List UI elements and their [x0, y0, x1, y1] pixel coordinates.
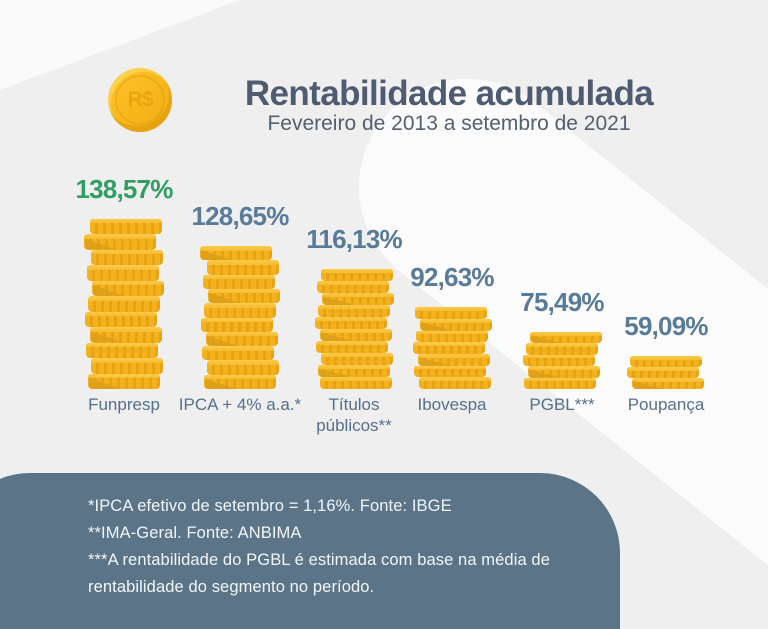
currency-coin-icon: R$	[108, 68, 172, 132]
coin	[85, 311, 157, 327]
coin	[321, 269, 393, 281]
footnote: **IMA-Geral. Fonte: ANBIMA	[88, 524, 302, 542]
page-title: Rentabilidade acumulada	[244, 74, 654, 113]
coin	[91, 249, 163, 265]
category-label: Títulos públicos**	[316, 395, 392, 435]
chart-column: 116,13%	[284, 224, 424, 389]
coin	[91, 358, 163, 374]
value-label: 59,09%	[624, 311, 708, 341]
coin	[86, 342, 158, 358]
coin	[320, 329, 392, 341]
coin	[316, 341, 388, 353]
chart-column: 92,63%	[382, 262, 522, 389]
coin	[84, 234, 156, 250]
category-label: PGBL***	[529, 395, 595, 414]
coin	[87, 265, 159, 281]
coin	[90, 327, 162, 343]
chart-column: 128,65%	[170, 201, 310, 389]
coin	[318, 305, 390, 317]
value-label: 138,57%	[75, 173, 173, 204]
coin	[317, 281, 389, 293]
coin	[418, 353, 490, 366]
coin-stack	[627, 356, 704, 389]
coin	[530, 332, 602, 344]
category-label: Funpresp	[88, 395, 160, 414]
coin	[420, 318, 492, 331]
chart-column: 138,57%	[54, 173, 194, 389]
coin	[632, 378, 704, 389]
coin	[526, 343, 598, 355]
coin	[528, 366, 600, 378]
coin-stack	[413, 307, 492, 389]
category-label: Poupança	[627, 395, 705, 414]
coin	[207, 260, 279, 275]
coin	[203, 274, 275, 289]
coin	[413, 342, 485, 354]
value-label: 116,13%	[306, 224, 402, 254]
coin-stack	[84, 218, 164, 389]
coin-stack	[200, 246, 280, 389]
value-label: 92,63%	[410, 262, 494, 293]
coin	[207, 360, 279, 375]
coin	[416, 330, 488, 343]
category-label: IPCA + 4% a.a.*	[178, 395, 302, 414]
coin	[88, 373, 160, 389]
category-label: Ibovespa	[417, 395, 487, 414]
coin	[200, 246, 272, 261]
coin	[524, 377, 596, 389]
page-subtitle: Fevereiro de 2013 a setembro de 2021	[267, 112, 631, 135]
coin	[415, 307, 487, 319]
coin	[92, 280, 164, 296]
chart-column: 75,49%	[492, 287, 632, 389]
value-label: 75,49%	[520, 287, 604, 318]
coin	[315, 317, 387, 329]
footnote: *IPCA efetivo de setembro = 1,16%. Fonte…	[88, 497, 452, 515]
coin	[90, 218, 162, 234]
coin	[627, 367, 699, 378]
coin	[204, 303, 276, 318]
footnote: ***A rentabilidade do PGBL é estimada co…	[88, 551, 550, 596]
coin-stack	[523, 332, 602, 389]
coin-icon-label: R$	[127, 88, 154, 111]
coin	[322, 293, 394, 305]
coin	[201, 317, 273, 332]
coin	[523, 354, 595, 367]
coin	[321, 353, 393, 365]
coin-stack	[315, 269, 394, 389]
coin	[320, 377, 392, 389]
coin	[630, 356, 702, 367]
coin	[88, 296, 160, 312]
value-label: 128,65%	[191, 201, 289, 232]
coin	[208, 288, 280, 304]
coin	[419, 377, 491, 389]
chart-column: 59,09%	[596, 311, 736, 389]
coin	[204, 374, 276, 389]
coin	[206, 331, 278, 347]
coin	[318, 365, 390, 377]
coin	[414, 365, 486, 378]
coin	[202, 346, 274, 361]
footnotes-panel: *IPCA efetivo de setembro = 1,16%. Fonte…	[0, 473, 620, 629]
